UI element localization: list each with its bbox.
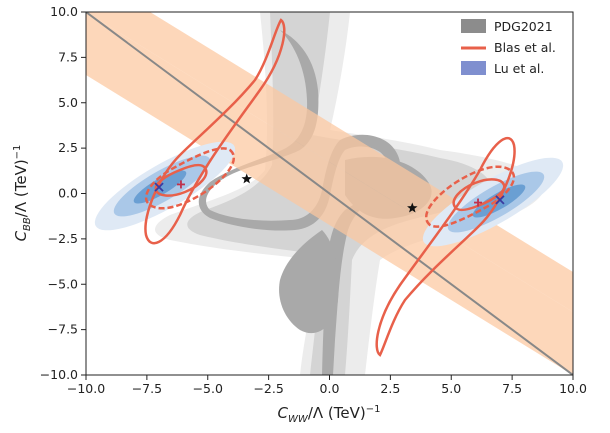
legend-label-pdg2021: PDG2021 — [494, 19, 553, 34]
y-ticks: −10.0 −7.5 −5.0 −2.5 0.0 2.5 5.0 7.5 10.0 — [40, 4, 86, 382]
y-axis-label-mid: /Λ (TeV) — [12, 159, 30, 217]
y-tick-label: 7.5 — [58, 49, 78, 64]
y-axis-label-sup: −1 — [12, 145, 23, 160]
legend-swatch-pdg2021 — [461, 19, 486, 33]
star-marker — [241, 173, 252, 184]
x-tick-label: −5.0 — [193, 381, 223, 396]
y-axis-label-base: C — [12, 230, 30, 241]
x-tick-label: 5.0 — [441, 381, 461, 396]
x-tick-label: −7.5 — [132, 381, 162, 396]
x-tick-label: 10.0 — [559, 381, 587, 396]
plus-marker — [176, 180, 185, 189]
y-axis-label: CBB/Λ (TeV)−1 — [12, 145, 33, 242]
x-marker-stroke — [495, 195, 505, 205]
y-tick-label: 2.5 — [58, 140, 78, 155]
x-axis-label-sup: −1 — [366, 404, 381, 415]
x-tick-label: 7.5 — [502, 381, 522, 396]
star-marker — [407, 202, 418, 213]
y-axis-label-sub: BB — [22, 217, 33, 231]
y-tick-label: 0.0 — [58, 186, 78, 201]
pdg-inner-sw-blob — [279, 230, 339, 334]
x-axis-label-mid: /Λ (TeV) — [308, 404, 366, 422]
diagonal-line — [86, 12, 573, 375]
x-axis-label: CWW/Λ (TeV)−1 — [278, 404, 381, 425]
x-marker — [154, 182, 164, 192]
plus-marker — [474, 198, 483, 207]
blas-left-outer — [144, 18, 286, 245]
plot-content — [86, 12, 573, 375]
x-tick-label: 0.0 — [320, 381, 340, 396]
y-tick-label: −5.0 — [48, 276, 78, 291]
legend-label-lu: Lu et al. — [494, 61, 544, 76]
legend-swatch-lu — [461, 61, 486, 75]
y-tick-label: −7.5 — [48, 322, 78, 337]
legend: PDG2021 Blas et al. Lu et al. — [461, 19, 556, 76]
x-marker-stroke — [154, 182, 164, 192]
x-marker — [495, 195, 505, 205]
legend-label-blas: Blas et al. — [494, 40, 556, 55]
x-tick-label: 2.5 — [380, 381, 400, 396]
x-axis-label-base: C — [278, 404, 289, 422]
x-axis-label-sub: WW — [288, 414, 309, 425]
blas-left-inner — [144, 147, 236, 210]
blas-right-core — [452, 178, 506, 212]
x-tick-label: −2.5 — [253, 381, 283, 396]
y-tick-label: −10.0 — [40, 367, 78, 382]
y-tick-label: −2.5 — [48, 231, 78, 246]
markers-layer — [154, 173, 505, 213]
x-tick-label: −10.0 — [67, 381, 105, 396]
blas-right-inner — [424, 165, 516, 228]
y-tick-label: 10.0 — [50, 4, 78, 19]
blas-right-outer — [375, 136, 516, 357]
y-tick-label: 5.0 — [58, 95, 78, 110]
x-ticks: −10.0 −7.5 −5.0 −2.5 0.0 2.5 5.0 7.5 10.0 — [67, 375, 587, 396]
